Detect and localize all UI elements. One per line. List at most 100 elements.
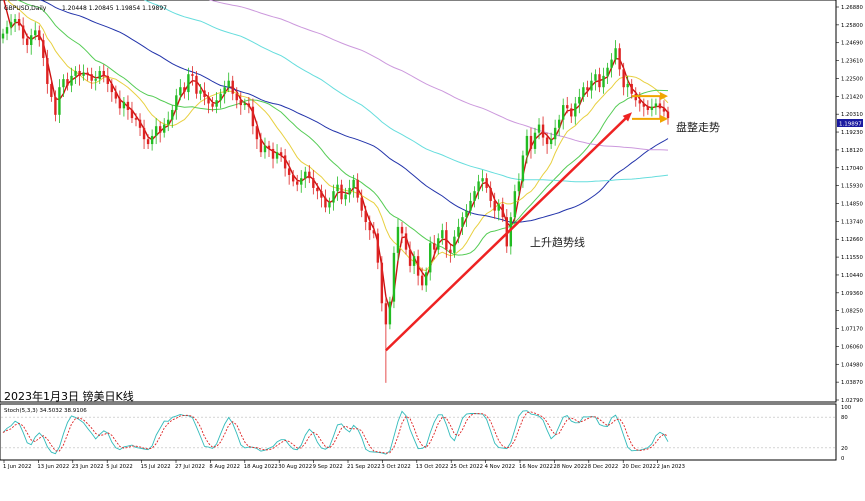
range-arrowhead	[660, 92, 668, 101]
stoch-main-line	[2, 410, 669, 455]
time-tick-label: 20 Dec 2022	[622, 464, 656, 470]
candle-body	[167, 119, 170, 125]
candle-body	[320, 191, 323, 198]
candle-body	[171, 109, 174, 120]
stoch-tick-label: 20	[841, 446, 848, 452]
candle-body	[574, 103, 577, 117]
candle-body	[586, 87, 589, 91]
candle-body	[416, 256, 420, 276]
candle-body	[513, 191, 517, 218]
candle-body	[566, 105, 569, 109]
candle-body	[437, 238, 440, 250]
candle-body	[9, 22, 13, 28]
price-tick-label: 1.11550	[841, 255, 864, 261]
candle-body	[215, 100, 218, 107]
candle-body	[283, 155, 287, 169]
price-tick-label: 1.03870	[841, 380, 864, 386]
time-tick-label: 1 Jun 2022	[3, 464, 32, 470]
candle-body	[154, 126, 158, 136]
price-tick-label: 1.07170	[841, 327, 864, 333]
candle-body	[102, 70, 105, 76]
candle-body	[54, 96, 57, 115]
candle-body	[138, 119, 142, 128]
candle-body	[332, 191, 335, 203]
candle-body	[195, 75, 198, 94]
candle-body	[207, 96, 210, 104]
time-tick-label: 21 Sep 2022	[347, 464, 381, 470]
candle-body	[251, 106, 255, 127]
candle-body	[90, 74, 93, 81]
candle-body	[545, 137, 549, 145]
candle-body	[662, 108, 666, 112]
candle-body	[384, 303, 388, 325]
candle-body	[17, 18, 21, 26]
candle-body	[25, 38, 29, 45]
candle-body	[598, 74, 601, 88]
candle-body	[336, 184, 339, 192]
candle-body	[94, 79, 97, 81]
price-tick-label: 1.18120	[841, 148, 864, 154]
candle-body	[110, 83, 114, 93]
candle-body	[267, 145, 271, 149]
price-tick-label: 1.24690	[841, 41, 864, 47]
candle-body	[223, 87, 226, 94]
price-pane[interactable]	[0, 0, 837, 403]
consolidation-label: 盘整走势	[676, 120, 720, 134]
candle-body	[553, 127, 557, 140]
trendline-label: 上升趋势线	[530, 235, 585, 249]
candle-body	[66, 79, 69, 86]
candle-body	[489, 187, 492, 201]
time-tick-label: 2 Jan 2023	[657, 464, 685, 470]
candle-body	[348, 187, 351, 195]
candle-body	[235, 93, 238, 101]
last-price-marker	[837, 119, 863, 127]
candle-body	[477, 181, 480, 192]
candle-body	[356, 179, 359, 198]
candle-body	[50, 83, 53, 97]
candle-body	[392, 252, 396, 302]
candle-body	[642, 103, 646, 107]
candle-body	[324, 197, 327, 208]
candle-body	[344, 194, 347, 200]
candle-body	[78, 70, 81, 76]
price-tick-label: 1.22500	[841, 76, 864, 82]
candle-body	[380, 262, 384, 304]
time-tick-label: 15 Jul 2022	[141, 464, 171, 470]
candle-body	[364, 210, 367, 223]
candle-body	[485, 178, 488, 188]
candle-body	[187, 74, 190, 93]
candle-body	[618, 48, 621, 70]
candle-body	[271, 148, 275, 159]
time-tick-label: 18 Aug 2022	[244, 464, 278, 470]
candle-body	[247, 103, 251, 107]
candle-body	[175, 95, 178, 110]
stochastic-pane[interactable]	[0, 403, 837, 461]
candle-body	[70, 75, 73, 86]
candle-body	[557, 119, 561, 128]
ma-line-longest	[208, 0, 669, 151]
candle-body	[453, 236, 456, 253]
ma-line-slow	[16, 0, 669, 256]
candle-body	[424, 272, 428, 286]
price-tick-label: 1.10440	[841, 273, 864, 279]
candle-body	[400, 226, 404, 234]
time-tick-label: 5 Jul 2022	[106, 464, 133, 470]
candle-body	[163, 124, 166, 133]
price-tick-label: 1.02790	[841, 398, 864, 404]
candle-body	[638, 100, 641, 104]
candle-body	[372, 230, 375, 234]
candle-body	[525, 135, 529, 156]
stoch-tick-label: 80	[841, 415, 848, 421]
price-tick-label: 1.20310	[841, 112, 864, 118]
candle-body	[5, 27, 9, 34]
candle-body	[610, 59, 613, 68]
candle-body	[650, 106, 654, 110]
candle-body	[529, 135, 533, 149]
stoch-tick-label: 0	[841, 456, 845, 462]
uptrend-arrowhead	[622, 112, 633, 122]
candle-body	[481, 178, 484, 182]
candle-body	[360, 197, 363, 211]
ohlc-label: 1.20448 1.20845 1.19854 1.19897	[62, 5, 167, 12]
candle-body	[396, 226, 400, 253]
